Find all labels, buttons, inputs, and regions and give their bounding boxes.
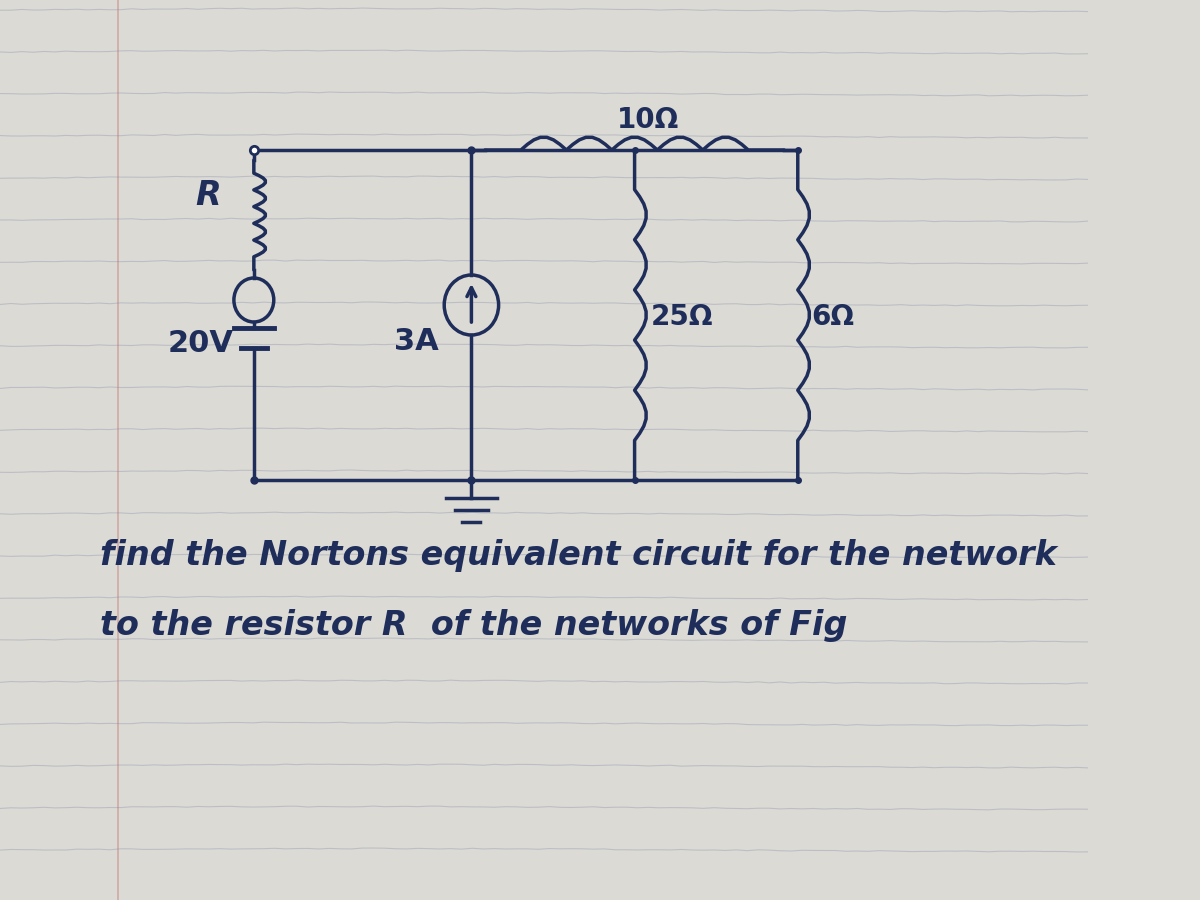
Text: 3A: 3A <box>395 327 439 356</box>
Text: 25Ω: 25Ω <box>650 303 714 331</box>
Text: to the resistor R  of the networks of Fig: to the resistor R of the networks of Fig <box>100 609 847 642</box>
Text: find the Nortons equivalent circuit for the network: find the Nortons equivalent circuit for … <box>100 539 1056 572</box>
Text: 20V: 20V <box>168 329 234 358</box>
Text: R: R <box>194 179 221 212</box>
Text: 10Ω: 10Ω <box>617 106 679 134</box>
Text: 6Ω: 6Ω <box>811 303 854 331</box>
